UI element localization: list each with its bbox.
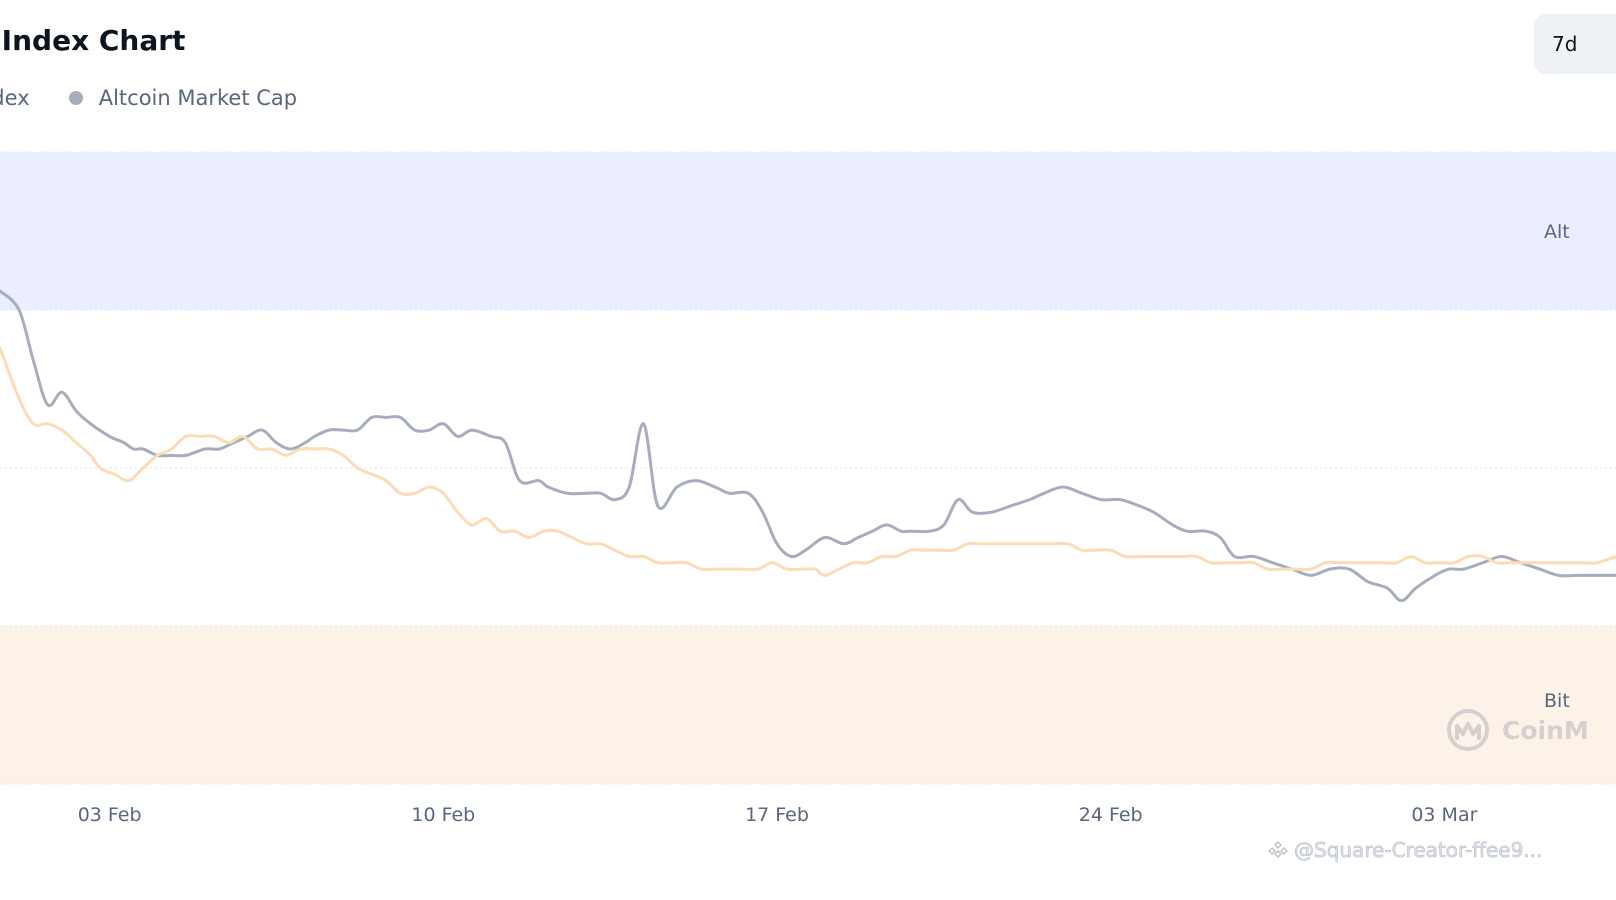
bitcoin-season-zone (0, 626, 1616, 784)
bitcoin-index-line (0, 348, 1616, 576)
legend-dot-altcoin-icon (68, 91, 83, 105)
x-tick-label: 17 Feb (745, 804, 809, 826)
watermark-text: CoinM (1502, 716, 1589, 745)
legend-item-bitcoin-dominance[interactable]: ndex (0, 86, 30, 110)
binance-square-icon (1268, 841, 1288, 858)
altcoin-season-label: Alt (1544, 221, 1570, 243)
x-tick-label: 03 Feb (78, 804, 142, 826)
chart-title: n Index Chart (0, 24, 186, 57)
bitcoin-index-line-faded (0, 346, 1616, 577)
altcoin-market-cap-line (0, 289, 1616, 603)
coinmarketcap-watermark: CoinM (1446, 708, 1616, 758)
coinmarketcap-logo-icon (1447, 709, 1489, 751)
chart-legend: ndex Altcoin Market Cap (0, 86, 297, 114)
bitcoin-season-label: Bit (1544, 690, 1570, 712)
x-tick-label: 10 Feb (411, 804, 475, 826)
legend-item-altcoin-market-cap[interactable]: Altcoin Market Cap (68, 86, 298, 110)
period-select-button[interactable]: 7d (1534, 14, 1616, 74)
x-tick-label: 03 Mar (1411, 804, 1477, 826)
legend-label-altcoin: Altcoin Market Cap (98, 86, 298, 110)
altcoin-season-zone (0, 152, 1616, 310)
x-tick-label: 24 Feb (1079, 804, 1143, 826)
author-credit: @Square-Creator-ffee9... (1268, 838, 1543, 863)
legend-label-bitcoin: ndex (0, 86, 30, 110)
author-credit-text: @Square-Creator-ffee9... (1294, 838, 1543, 863)
